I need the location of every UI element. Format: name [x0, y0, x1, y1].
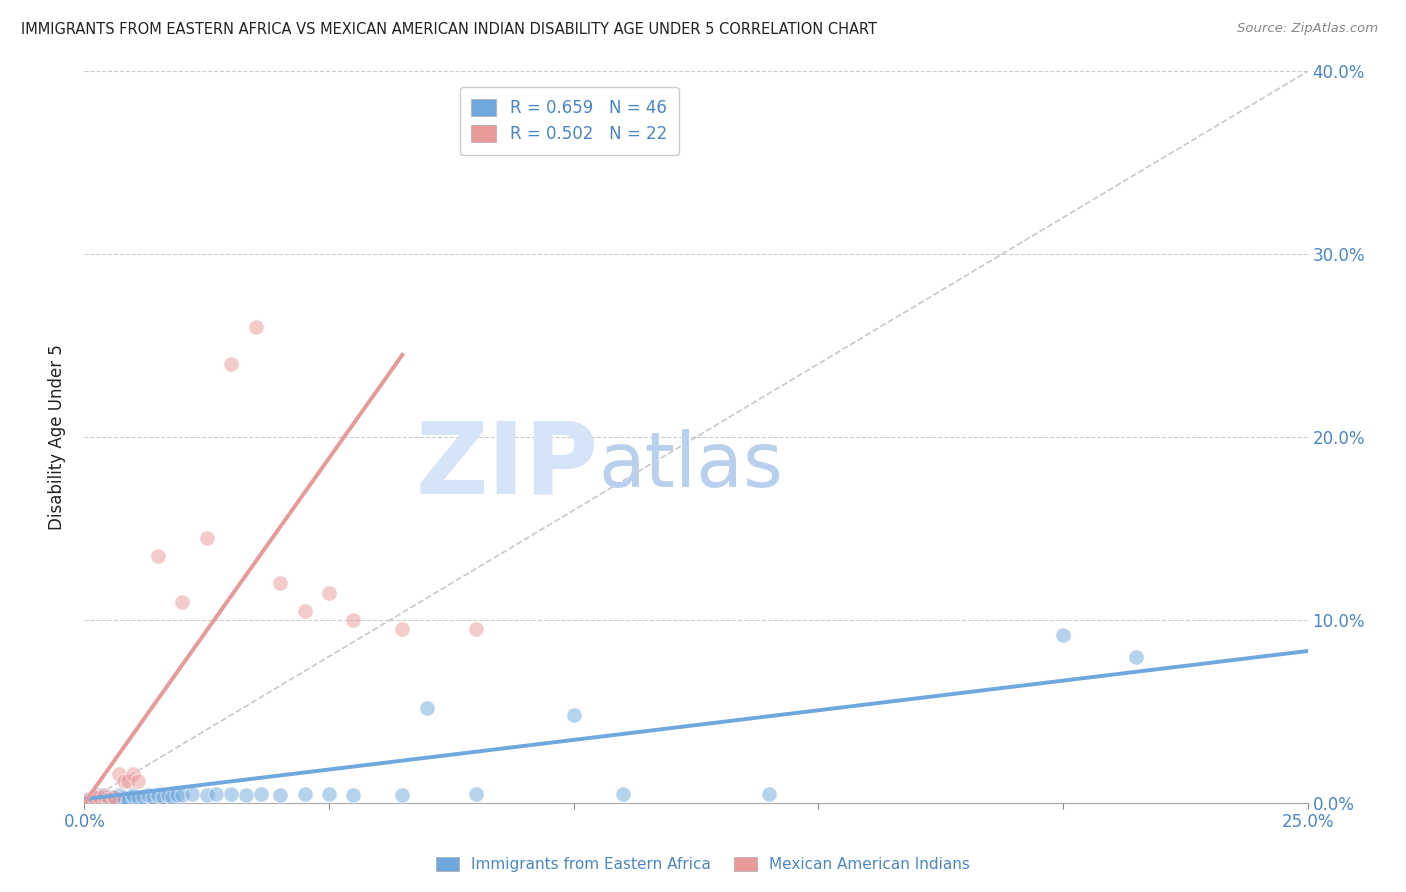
Point: [464, 622, 486, 636]
Point: [87, 792, 110, 806]
Point: [127, 773, 149, 788]
Y-axis label: Disability Age Under 5: Disability Age Under 5: [48, 344, 66, 530]
Point: [117, 792, 139, 806]
Point: [219, 787, 242, 801]
Point: [97, 794, 120, 808]
Point: [195, 531, 218, 545]
Text: ZIP: ZIP: [415, 417, 598, 515]
Point: [612, 787, 634, 801]
Point: [342, 789, 364, 803]
Point: [172, 594, 194, 608]
Point: [103, 790, 125, 805]
Point: [294, 604, 316, 618]
Point: [122, 766, 145, 780]
Text: atlas: atlas: [598, 429, 783, 503]
Point: [146, 789, 169, 803]
Point: [107, 792, 129, 806]
Point: [195, 789, 218, 803]
Point: [318, 787, 340, 801]
Point: [83, 794, 105, 808]
Point: [122, 789, 145, 803]
Point: [117, 773, 139, 788]
Point: [235, 789, 257, 803]
Point: [103, 792, 125, 806]
Point: [77, 792, 100, 806]
Point: [342, 613, 364, 627]
Point: [103, 790, 125, 805]
Point: [87, 789, 110, 803]
Point: [97, 790, 120, 805]
Point: [249, 787, 271, 801]
Point: [83, 790, 105, 805]
Point: [77, 792, 100, 806]
Point: [127, 790, 149, 805]
Point: [83, 790, 105, 805]
Text: IMMIGRANTS FROM EASTERN AFRICA VS MEXICAN AMERICAN INDIAN DISABILITY AGE UNDER 5: IMMIGRANTS FROM EASTERN AFRICA VS MEXICA…: [21, 22, 877, 37]
Point: [391, 789, 413, 803]
Point: [269, 789, 291, 803]
Point: [166, 789, 188, 803]
Point: [1052, 627, 1074, 641]
Point: [245, 320, 267, 334]
Point: [562, 708, 585, 723]
Point: [87, 790, 110, 805]
Point: [93, 789, 115, 803]
Text: Source: ZipAtlas.com: Source: ZipAtlas.com: [1237, 22, 1378, 36]
Point: [112, 790, 135, 805]
Point: [93, 790, 115, 805]
Point: [146, 549, 169, 563]
Point: [136, 789, 159, 803]
Point: [142, 790, 165, 805]
Point: [172, 789, 194, 803]
Point: [391, 622, 413, 636]
Point: [112, 792, 135, 806]
Point: [205, 787, 228, 801]
Legend: R = 0.659   N = 46, R = 0.502   N = 22: R = 0.659 N = 46, R = 0.502 N = 22: [460, 87, 679, 155]
Point: [107, 789, 129, 803]
Point: [93, 792, 115, 806]
Point: [156, 789, 179, 803]
Point: [318, 585, 340, 599]
Point: [112, 773, 135, 788]
Point: [162, 790, 184, 805]
Point: [107, 766, 129, 780]
Point: [758, 787, 780, 801]
Point: [1125, 649, 1147, 664]
Point: [464, 787, 486, 801]
Legend: Immigrants from Eastern Africa, Mexican American Indians: Immigrants from Eastern Africa, Mexican …: [429, 849, 977, 880]
Point: [97, 792, 120, 806]
Point: [122, 790, 145, 805]
Point: [294, 787, 316, 801]
Point: [132, 790, 155, 805]
Point: [219, 357, 242, 371]
Point: [416, 700, 439, 714]
Point: [269, 576, 291, 591]
Point: [181, 787, 204, 801]
Point: [152, 790, 174, 805]
